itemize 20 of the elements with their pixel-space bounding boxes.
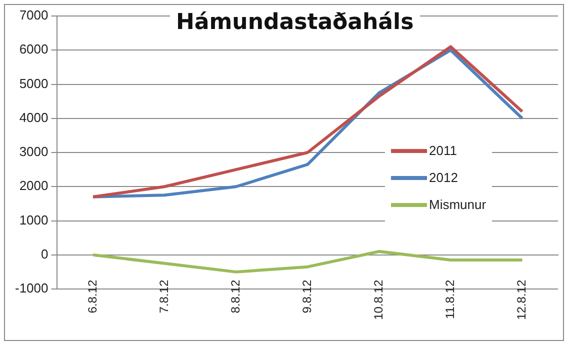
y-tick-label: -1000 [15, 280, 48, 296]
x-tick-label: 10.8.12 [371, 280, 386, 320]
y-tick-label: 1000 [19, 212, 48, 228]
y-tick-label: 2000 [19, 178, 48, 194]
legend-label: 2012 [429, 170, 458, 185]
y-tick-label: 6000 [19, 42, 48, 57]
x-tick-label: 11.8.12 [443, 280, 458, 320]
y-tick-label: 7000 [19, 8, 48, 23]
x-tick-label: 7.8.12 [156, 280, 171, 314]
x-tick-label: 8.8.12 [228, 280, 242, 314]
y-tick-label: 3000 [19, 144, 48, 160]
y-tick-label: 5000 [19, 76, 48, 91]
y-tick-label: 0 [41, 246, 48, 262]
x-tick-label: 12.8.12 [514, 280, 529, 320]
legend-label: Mismunur [429, 197, 486, 212]
x-tick-label: 6.8.12 [85, 280, 100, 314]
x-tick-label: 9.8.12 [300, 280, 314, 314]
legend-label: 2011 [429, 143, 457, 158]
chart-title: Hámundastaðaháls [170, 10, 420, 35]
y-tick-label: 4000 [19, 110, 48, 125]
